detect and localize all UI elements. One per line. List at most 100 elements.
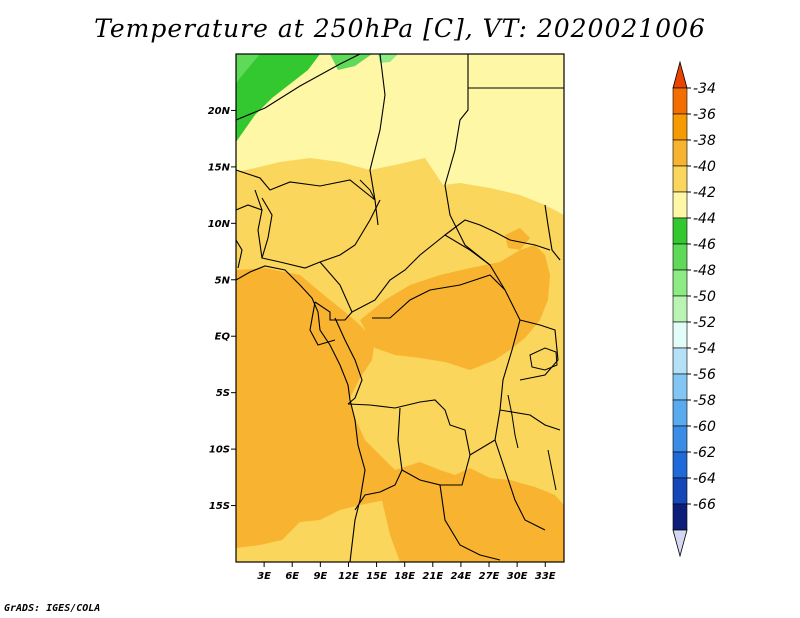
colorbar-swatch [672,165,688,193]
colorbar-label: -64 [693,471,716,487]
lon-tick-label: 6E [285,571,299,582]
colorbar-label: -40 [693,159,716,175]
lat-tick-label: 5S [216,388,230,399]
field-warm-ne [505,228,530,250]
border-ethiopia [544,204,561,261]
border-mali-niger [236,169,376,201]
colorbar-label: -42 [693,185,716,201]
border-burkina [236,204,263,211]
lon-tick-label: 9E [313,571,327,582]
lon-tick-label: 24E [451,571,472,582]
lat-tick-label: 20N [208,106,231,117]
border-ghana-togo [254,189,263,259]
colorbar-label: -54 [693,341,716,357]
colorbar-swatch [672,477,688,505]
border-car [351,234,491,313]
lat-tick-label: 15S [209,501,230,512]
colorbar-swatch [672,451,688,479]
field-green-mid2 [330,54,372,70]
colorbar-swatch [672,373,688,401]
colorbar-label: -58 [693,393,716,409]
lat-tick-label: 10N [208,219,231,230]
border-zambia-north [440,454,471,486]
map-title: Temperature at 250hPa [C], VT: 202002100… [94,14,706,43]
colorbar-label: -46 [693,237,716,253]
colorbar-label: -48 [693,263,716,279]
colorbar-label: -66 [693,497,716,513]
colorbar-label: -52 [693,315,716,331]
colorbar-label: -34 [693,81,716,97]
lat-tick-label: 15N [208,162,231,173]
colorbar-swatch [672,139,688,167]
longitude-axis: 3E 6E 9E 12E 15E 18E 21E 24E 27E 30E 33E [257,562,556,582]
border-nigeria [261,197,381,269]
colorbar-label: -38 [693,133,716,149]
colorbar-label: -50 [693,289,716,305]
border-angola-east [354,407,403,511]
grads-credit: GrADS: IGES/COLA [4,603,101,614]
lat-tick-label: EQ [215,332,231,343]
border-cameroon [314,261,353,321]
border-guinea [236,239,243,269]
field-green-mid [236,54,260,84]
lake-tanganyika [507,394,519,449]
colorbar-swatch [672,321,688,349]
border-congo-drc [334,317,363,405]
lat-tick-label: 5N [215,275,231,286]
border-mozambique [494,439,546,531]
colorbar-swatch [672,503,688,531]
lon-tick-label: 18E [394,571,415,582]
lat-tick-label: 10S [209,445,230,456]
map-frame [235,53,565,563]
colorbar-label: -36 [693,107,716,123]
latitude-axis: 20N 15N 10N 5N EQ 5S 10S 15S [208,106,236,512]
colorbar-swatch [672,217,688,245]
border-uganda-kenya [519,319,559,381]
lon-tick-label: 3E [257,571,271,582]
lake-victoria [529,347,558,371]
colorbar-label: -60 [693,419,716,435]
border-zambia [401,469,501,561]
lon-tick-label: 30E [507,571,528,582]
field-warm-southeast [380,462,564,562]
lon-tick-label: 27E [479,571,500,582]
border-sudan-south [444,219,551,251]
field-warm-strip [236,398,300,548]
lon-tick-label: 21E [422,571,443,582]
field-green-dark [236,54,320,142]
colorbar-cap-top [672,60,688,89]
border-drc-south [347,399,496,456]
lakes [359,179,558,491]
colorbar-swatch [672,399,688,427]
lon-tick-label: 12E [338,571,359,582]
colorbar-swatch [672,87,688,115]
colorbar-swatch [672,269,688,297]
colorbar: -34 -36 -38 -40 -42 -44 -46 -48 -50 -52 -54 -56 -58 -… [672,60,716,558]
border-tanzania [499,409,561,431]
field-green-light [378,54,398,63]
coast-westafrica [236,265,366,562]
colorbar-label: -56 [693,367,716,383]
colorbar-label: -44 [693,211,716,227]
temperature-field [236,54,564,562]
colorbar-swatch [672,113,688,141]
border-niger-chad [369,54,386,226]
colorbar-swatch [672,243,688,271]
field-warm-central [360,245,550,370]
lake-chad [359,179,376,201]
border-algeria-libya [236,54,361,121]
colorbar-label: -62 [693,445,716,461]
border-drc-east [494,289,521,441]
lon-tick-label: 33E [535,571,556,582]
colorbar-swatch [672,191,688,219]
colorbar-swatch [672,347,688,375]
lake-malawi [547,449,557,491]
field-north-light [236,54,564,215]
colorbar-cap-bottom [672,529,688,558]
country-borders [236,54,564,562]
colorbar-swatch [672,425,688,453]
colorbar-swatch [672,295,688,323]
border-car-south [372,274,506,319]
lon-tick-label: 15E [366,571,387,582]
